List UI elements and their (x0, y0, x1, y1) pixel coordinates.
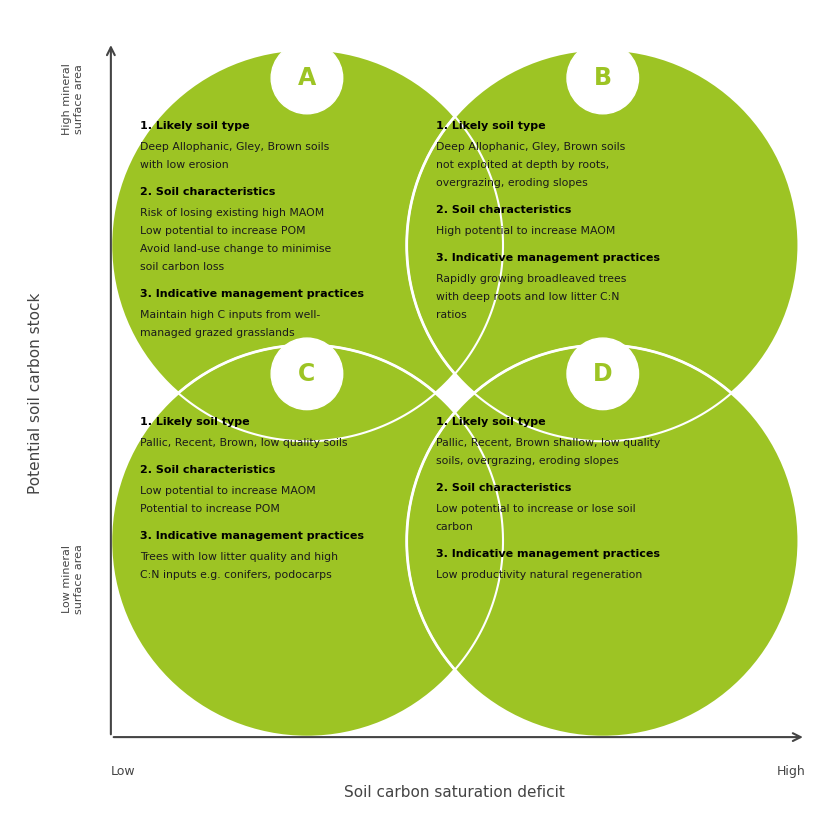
Text: 3. Indicative management practices: 3. Indicative management practices (436, 253, 660, 264)
Circle shape (567, 338, 638, 410)
Text: with low erosion: with low erosion (140, 160, 228, 170)
Text: Low: Low (111, 765, 136, 777)
Circle shape (111, 345, 503, 737)
Text: A: A (298, 66, 316, 90)
Text: Low mineral
surface area: Low mineral surface area (62, 545, 84, 614)
Text: Low potential to increase or lose soil: Low potential to increase or lose soil (436, 504, 635, 514)
Text: C:N inputs e.g. conifers, podocarps: C:N inputs e.g. conifers, podocarps (140, 570, 332, 580)
Text: not exploited at depth by roots,: not exploited at depth by roots, (436, 160, 609, 170)
Text: Rapidly growing broadleaved trees: Rapidly growing broadleaved trees (436, 274, 626, 284)
Text: Avoid land-use change to minimise: Avoid land-use change to minimise (140, 244, 331, 254)
Text: 1. Likely soil type: 1. Likely soil type (436, 121, 545, 131)
Text: managed grazed grasslands: managed grazed grasslands (140, 328, 294, 337)
Text: D: D (593, 362, 613, 386)
Text: Maintain high C inputs from well-: Maintain high C inputs from well- (140, 310, 320, 320)
Text: Deep Allophanic, Gley, Brown soils: Deep Allophanic, Gley, Brown soils (436, 142, 625, 152)
Text: Soil carbon saturation deficit: Soil carbon saturation deficit (344, 785, 566, 800)
Circle shape (407, 49, 799, 441)
Text: Deep Allophanic, Gley, Brown soils: Deep Allophanic, Gley, Brown soils (140, 142, 329, 152)
Text: High: High (777, 765, 805, 777)
Text: overgrazing, eroding slopes: overgrazing, eroding slopes (436, 178, 587, 188)
Text: soils, overgrazing, eroding slopes: soils, overgrazing, eroding slopes (436, 455, 619, 466)
Text: Low productivity natural regeneration: Low productivity natural regeneration (436, 570, 642, 580)
Text: carbon: carbon (436, 522, 473, 532)
Text: 1. Likely soil type: 1. Likely soil type (436, 417, 545, 428)
Text: 1. Likely soil type: 1. Likely soil type (140, 121, 250, 131)
Text: 2. Soil characteristics: 2. Soil characteristics (436, 206, 571, 215)
Text: High potential to increase MAOM: High potential to increase MAOM (436, 226, 615, 236)
Text: Low potential to increase POM: Low potential to increase POM (140, 226, 305, 236)
Text: Risk of losing existing high MAOM: Risk of losing existing high MAOM (140, 208, 324, 218)
Text: Low potential to increase MAOM: Low potential to increase MAOM (140, 486, 316, 496)
Circle shape (567, 43, 638, 114)
Text: 3. Indicative management practices: 3. Indicative management practices (140, 532, 364, 541)
Text: 2. Soil characteristics: 2. Soil characteristics (140, 188, 275, 197)
Text: High mineral
surface area: High mineral surface area (62, 63, 84, 135)
Circle shape (271, 43, 342, 114)
Text: 1. Likely soil type: 1. Likely soil type (140, 417, 250, 428)
Text: B: B (594, 66, 612, 90)
Text: Pallic, Recent, Brown shallow, low quality: Pallic, Recent, Brown shallow, low quali… (436, 438, 660, 448)
Text: with deep roots and low litter C:N: with deep roots and low litter C:N (436, 292, 619, 302)
Circle shape (271, 338, 342, 410)
Text: soil carbon loss: soil carbon loss (140, 262, 224, 272)
Text: C: C (299, 362, 316, 386)
Circle shape (407, 345, 799, 737)
Text: Trees with low litter quality and high: Trees with low litter quality and high (140, 552, 337, 562)
Text: Potential soil carbon stock: Potential soil carbon stock (27, 292, 43, 494)
Circle shape (111, 49, 503, 441)
Text: 2. Soil characteristics: 2. Soil characteristics (436, 483, 571, 493)
Text: Potential to increase POM: Potential to increase POM (140, 504, 280, 514)
Text: ratios: ratios (436, 310, 466, 320)
Text: 3. Indicative management practices: 3. Indicative management practices (436, 550, 660, 559)
Text: 2. Soil characteristics: 2. Soil characteristics (140, 465, 275, 475)
Text: 3. Indicative management practices: 3. Indicative management practices (140, 289, 364, 299)
Text: Pallic, Recent, Brown, low quality soils: Pallic, Recent, Brown, low quality soils (140, 438, 347, 448)
